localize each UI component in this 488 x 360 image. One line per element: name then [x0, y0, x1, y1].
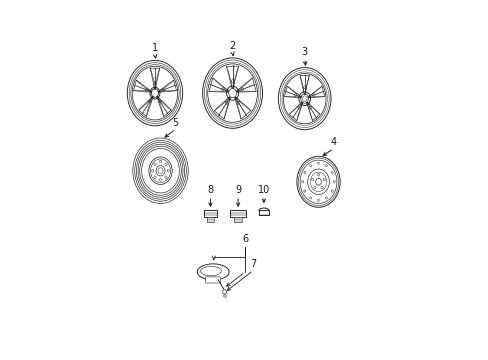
Ellipse shape [310, 172, 326, 192]
Ellipse shape [259, 208, 268, 213]
Text: 9: 9 [235, 185, 241, 195]
Ellipse shape [150, 87, 160, 99]
Bar [230, 210, 245, 217]
Text: 1: 1 [152, 43, 158, 53]
Bar [204, 210, 216, 217]
Text: 6: 6 [242, 234, 247, 244]
Bar [259, 211, 268, 215]
Bar [206, 217, 213, 222]
Ellipse shape [156, 166, 164, 176]
Ellipse shape [278, 68, 330, 130]
Ellipse shape [296, 156, 340, 207]
Ellipse shape [222, 290, 226, 294]
Text: 3: 3 [301, 47, 307, 57]
Ellipse shape [202, 58, 262, 128]
Ellipse shape [132, 66, 177, 120]
Text: 2: 2 [229, 41, 235, 51]
Ellipse shape [283, 73, 325, 124]
Text: 5: 5 [172, 118, 179, 128]
Ellipse shape [226, 86, 238, 100]
Bar [233, 217, 242, 222]
Text: 7: 7 [250, 259, 256, 269]
Text: 10: 10 [257, 185, 269, 195]
Ellipse shape [133, 138, 188, 203]
Ellipse shape [207, 64, 257, 122]
Text: 8: 8 [207, 185, 213, 195]
Ellipse shape [148, 157, 172, 184]
Ellipse shape [298, 92, 310, 105]
Ellipse shape [224, 295, 226, 297]
Ellipse shape [197, 264, 229, 280]
Ellipse shape [127, 60, 183, 126]
Text: 4: 4 [330, 137, 336, 147]
FancyBboxPatch shape [205, 277, 220, 283]
